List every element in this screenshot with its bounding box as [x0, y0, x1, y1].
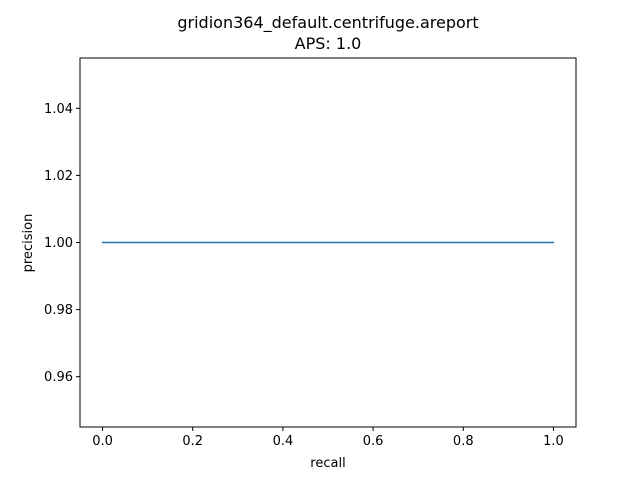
- x-tick-label: 0.4: [273, 434, 294, 449]
- y-tick-label: 0.98: [44, 303, 73, 318]
- y-tick-label: 1.04: [44, 102, 73, 117]
- y-tick-label: 1.00: [44, 236, 73, 251]
- plot-frame: [79, 57, 577, 428]
- y-tick-label: 0.96: [44, 370, 73, 385]
- x-tick-label: 1.0: [543, 434, 564, 449]
- y-axis-label: precision: [21, 214, 36, 273]
- chart-subtitle: APS: 1.0: [295, 34, 362, 53]
- y-tick-label: 1.02: [44, 169, 73, 184]
- x-tick-label: 0.2: [182, 434, 203, 449]
- x-tick-label: 0.8: [453, 434, 474, 449]
- axis-ticks: 0.0 0.2 0.4 0.6 0.8 1.0 0.96 0.98 1.00 1.02 1.04: [44, 102, 564, 449]
- x-axis-label: recall: [310, 456, 345, 471]
- x-tick-label: 0.6: [363, 434, 384, 449]
- x-tick-label: 0.0: [92, 434, 113, 449]
- chart-title: gridion364_default.centrifuge.areport: [177, 13, 478, 33]
